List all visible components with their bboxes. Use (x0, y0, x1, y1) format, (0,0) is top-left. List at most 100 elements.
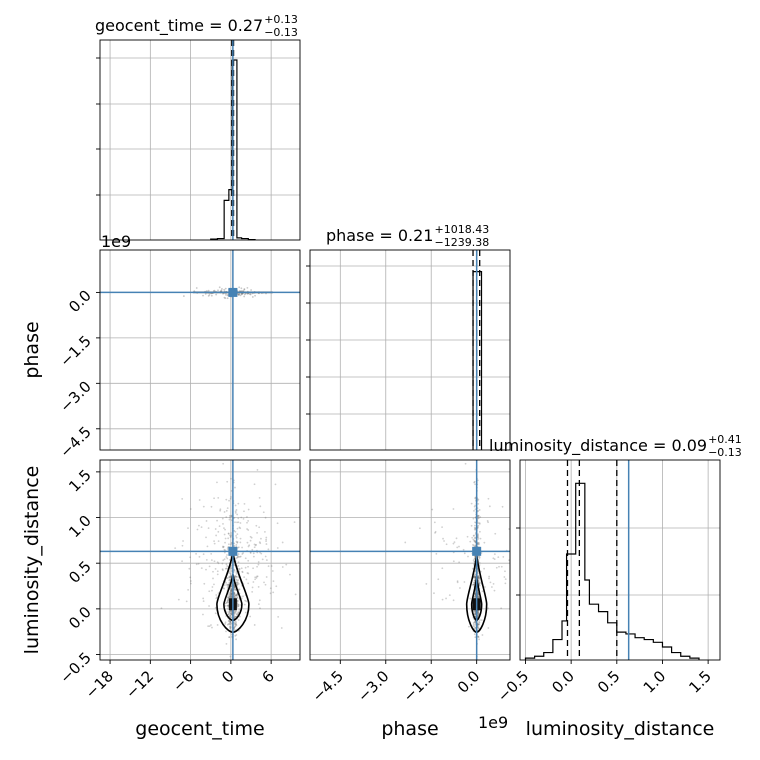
scatter-point (276, 547, 279, 549)
scatter-point (473, 539, 476, 542)
scatter-point (234, 588, 237, 591)
scatter-point (234, 634, 237, 637)
scatter-point (234, 623, 237, 626)
x-tick-label: −3.0 (354, 667, 392, 705)
scatter-point (477, 613, 480, 616)
scatter-point (247, 559, 250, 562)
title-geocent-time: geocent_time = 0.27 (95, 16, 263, 36)
scatter-point (478, 621, 480, 623)
scatter-point (198, 524, 200, 527)
scatter-point (211, 589, 213, 592)
scatter-point (237, 611, 240, 614)
scatter-point (234, 610, 237, 613)
scatter-point (236, 541, 239, 544)
scatter-point (233, 595, 236, 598)
scatter-point (473, 575, 476, 577)
scatter-point (238, 568, 241, 571)
scatter-point (224, 287, 227, 290)
scatter-point (478, 555, 480, 558)
scatter-point (469, 597, 472, 600)
scatter-point (236, 579, 238, 582)
scatter-point (227, 620, 230, 622)
scatter-point (478, 577, 480, 580)
scatter-point (225, 509, 228, 512)
scatter-point (474, 536, 476, 539)
scatter-point (229, 621, 232, 623)
scatter-point (237, 605, 240, 608)
scatter-point (229, 595, 232, 597)
scatter-point (230, 588, 233, 591)
scatter-point (238, 526, 241, 529)
scatter-point (474, 593, 477, 596)
scatter-point (472, 517, 475, 520)
scatter-point (228, 620, 231, 623)
y-tick-label: 0.0 (65, 603, 95, 633)
scatter-point (200, 526, 203, 529)
scatter-point (229, 576, 231, 579)
scatter-point (246, 516, 248, 518)
scatter-point (215, 594, 218, 596)
scatter-point (213, 540, 215, 543)
scatter-point (473, 509, 475, 512)
scatter-point (181, 544, 184, 547)
scatter-point (473, 633, 476, 636)
scatter-point (247, 529, 250, 531)
scatter-point (500, 565, 503, 568)
y-tick-label: −4.5 (56, 423, 94, 461)
scatter-point (229, 594, 232, 597)
scatter-point (235, 540, 238, 543)
scatter-point (473, 526, 476, 529)
scatter-point (243, 288, 246, 291)
scatter-point (221, 562, 224, 565)
scatter-point (272, 591, 275, 594)
offset-label: 1e9 (478, 713, 508, 732)
scatter-point (477, 498, 480, 501)
scatter-point (265, 543, 268, 545)
scatter-point (246, 572, 249, 574)
scatter-point (265, 559, 268, 561)
x-tick-label: −4.5 (309, 667, 347, 705)
scatter-point (226, 623, 229, 626)
scatter-point (229, 590, 232, 593)
scatter-point (494, 532, 497, 535)
scatter-point (472, 583, 475, 586)
scatter-point (214, 612, 217, 615)
scatter-point (497, 556, 500, 559)
scatter-point (456, 546, 459, 549)
scatter-point (477, 516, 480, 519)
scatter-point (493, 589, 496, 592)
scatter-point (236, 613, 239, 616)
scatter-point (272, 580, 275, 583)
scatter-point (221, 287, 223, 290)
scatter-point (252, 567, 254, 570)
scatter-point (481, 590, 484, 593)
scatter-point (233, 593, 236, 596)
scatter-point (213, 560, 216, 563)
scatter-point (226, 565, 229, 567)
scatter-point (249, 552, 252, 554)
scatter-point (223, 587, 226, 590)
scatter-point (227, 607, 229, 610)
scatter-point (229, 579, 231, 581)
scatter-point (238, 293, 240, 296)
scatter-point (425, 583, 428, 585)
scatter-point (235, 575, 237, 578)
scatter-point (472, 559, 475, 562)
scatter-point (228, 575, 231, 578)
scatter-point (488, 575, 491, 578)
scatter-point (213, 497, 215, 500)
scatter-point (474, 570, 477, 573)
frames-layer (96, 39, 721, 664)
scatter-point (214, 567, 217, 570)
title-luminosity-distance: luminosity_distance = 0.09 (489, 436, 707, 456)
scatter-point (236, 583, 239, 585)
scatter-point (195, 287, 198, 289)
scatter-point (235, 578, 238, 581)
scatter-point (495, 566, 498, 569)
scatter-point (230, 585, 233, 588)
scatter-point (228, 636, 231, 639)
scatter-point (477, 611, 480, 614)
scatter-point (212, 570, 214, 573)
scatter-point (229, 576, 232, 579)
scatter-point (250, 536, 253, 539)
